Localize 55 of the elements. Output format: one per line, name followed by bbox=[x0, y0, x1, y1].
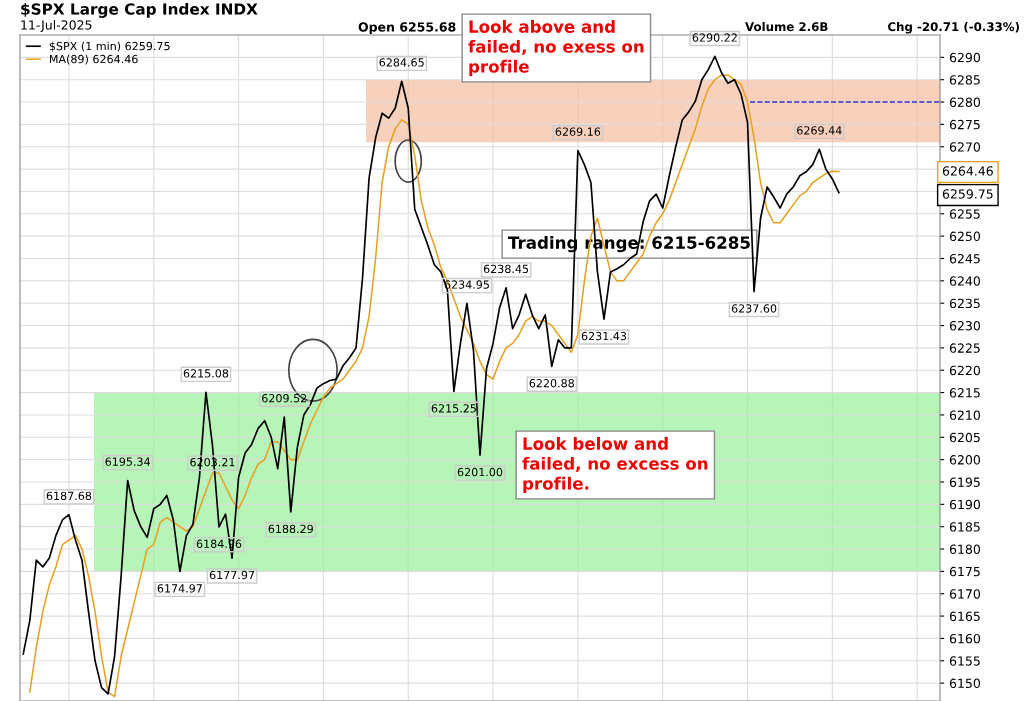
annotation: 6269.16 bbox=[555, 127, 601, 136]
annotation: 6238.45 bbox=[483, 264, 529, 274]
text: 6259.75 bbox=[942, 189, 993, 199]
annotation: 6215.25 bbox=[431, 404, 476, 413]
y-tick-label: 6230 bbox=[949, 321, 981, 331]
y-tick-label: 6170 bbox=[949, 589, 981, 599]
y-tick-label: 6190 bbox=[949, 499, 981, 510]
annotation: 6231.43 bbox=[581, 331, 627, 341]
y-tick-label: 6150 bbox=[949, 678, 981, 689]
text: Chg -20.71 (-0.33%) bbox=[887, 22, 1019, 34]
y-tick-label: 6240 bbox=[949, 276, 981, 286]
y-tick-label: 6215 bbox=[949, 388, 980, 398]
y-tick-label: 6275 bbox=[949, 119, 980, 130]
y-tick-label: 6290 bbox=[949, 52, 981, 63]
y-tick-label: 6160 bbox=[949, 633, 981, 644]
text: Volume 2.6B bbox=[745, 22, 828, 32]
legend-label: MA(89) 6264.46 bbox=[49, 54, 138, 65]
y-tick-label: 6205 bbox=[949, 432, 980, 443]
y-tick-label: 6225 bbox=[949, 343, 980, 353]
annotation: 6177.97 bbox=[209, 570, 255, 580]
legend-label: $SPX (1 min) 6259.75 bbox=[49, 41, 170, 52]
y-tick-label: 6180 bbox=[949, 544, 981, 554]
y-tick-label: 6195 bbox=[949, 477, 980, 487]
annotation: 6174.97 bbox=[157, 584, 202, 593]
y-tick-label: 6220 bbox=[949, 365, 981, 376]
y-tick-label: 6165 bbox=[949, 611, 980, 621]
annotation: 6284.65 bbox=[379, 58, 424, 67]
y-tick-label: 6280 bbox=[949, 97, 981, 107]
annotation: 6269.44 bbox=[797, 126, 842, 135]
annotation: 6237.60 bbox=[731, 304, 777, 313]
annotation: 6195.34 bbox=[105, 457, 151, 466]
text: 6264.46 bbox=[942, 166, 993, 176]
y-tick-label: 6210 bbox=[949, 410, 981, 420]
annotation: Look below and failed, no excess on profile. bbox=[522, 437, 708, 493]
y-tick-label: 6200 bbox=[949, 455, 981, 465]
y-tick-label: 6250 bbox=[949, 231, 981, 242]
y-tick-label: 6270 bbox=[949, 142, 981, 152]
annotation: 6220.88 bbox=[529, 379, 574, 388]
annotation: Look above and failed, no exess on profile bbox=[468, 20, 644, 76]
chart-subtitle: 11-Jul-2025 bbox=[21, 20, 92, 32]
y-tick-label: 6255 bbox=[949, 209, 980, 219]
chart-title: $SPX Large Cap Index INDX bbox=[21, 3, 258, 18]
y-tick-label: 6235 bbox=[949, 298, 980, 309]
annotation: 6215.08 bbox=[183, 369, 229, 378]
y-tick-label: 6285 bbox=[949, 75, 980, 85]
y-tick-label: 6185 bbox=[949, 522, 980, 532]
annotation: 6188.29 bbox=[268, 524, 313, 534]
y-tick-label: 6175 bbox=[949, 566, 980, 577]
y-tick-label: 6245 bbox=[949, 253, 980, 264]
text: Open 6255.68 bbox=[358, 22, 456, 35]
annotation: 6290.22 bbox=[692, 33, 737, 42]
y-tick-label: 6155 bbox=[949, 656, 980, 666]
annotation: 6209.52 bbox=[262, 394, 307, 403]
annotation: 6201.00 bbox=[457, 467, 503, 477]
annotation: 6187.68 bbox=[46, 491, 92, 501]
